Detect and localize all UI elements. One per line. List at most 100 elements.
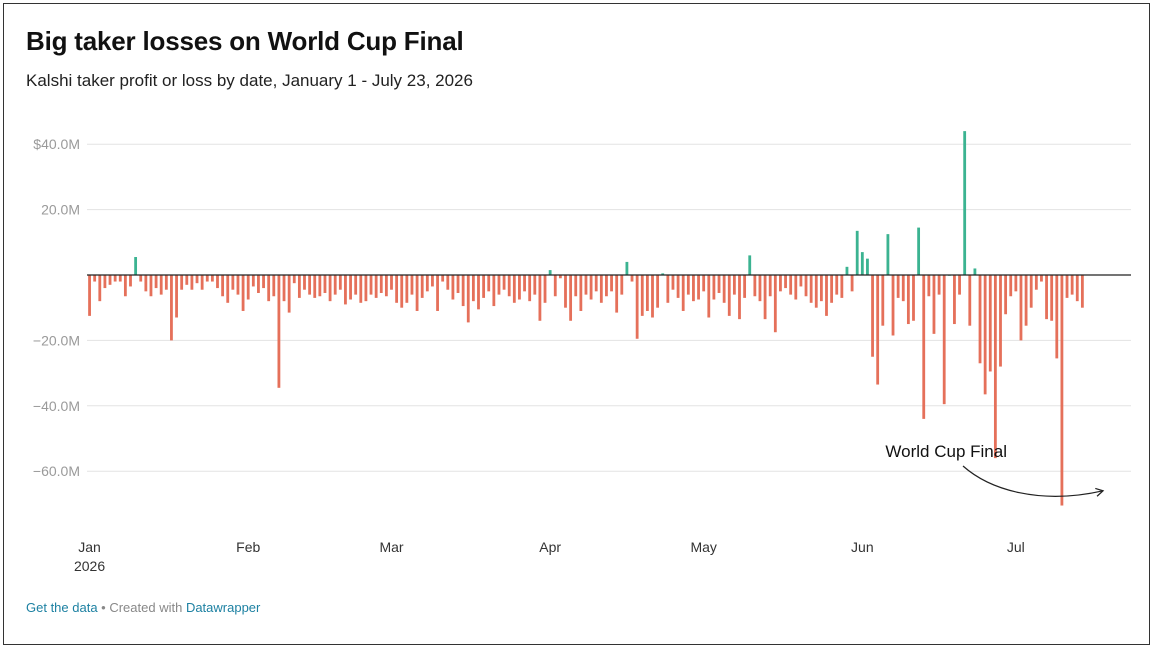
bar bbox=[702, 275, 706, 292]
bar bbox=[901, 275, 905, 302]
bar bbox=[743, 275, 747, 298]
bar bbox=[175, 275, 178, 318]
bar bbox=[553, 275, 557, 297]
bar bbox=[625, 261, 629, 275]
bar bbox=[333, 275, 337, 295]
bar bbox=[538, 275, 542, 321]
bar bbox=[999, 275, 1002, 367]
bar bbox=[758, 275, 762, 302]
bar bbox=[1009, 275, 1013, 297]
y-tick-label: −20.0M bbox=[33, 332, 80, 348]
bar bbox=[369, 275, 373, 295]
chart-title: Big taker losses on World Cup Final bbox=[26, 26, 464, 56]
bar bbox=[456, 275, 460, 293]
bar bbox=[344, 275, 347, 305]
bar bbox=[257, 275, 260, 293]
footer-separator: • bbox=[97, 600, 110, 615]
bar bbox=[876, 275, 880, 385]
bar bbox=[610, 275, 613, 292]
bar bbox=[1019, 275, 1023, 341]
bar bbox=[323, 275, 327, 293]
bar bbox=[799, 275, 803, 287]
bar bbox=[518, 275, 521, 300]
bar bbox=[236, 275, 240, 295]
x-tick-label: Jan bbox=[78, 539, 101, 555]
bar bbox=[768, 275, 772, 297]
bar bbox=[651, 275, 654, 318]
annotation-group: World Cup Final bbox=[885, 442, 1105, 497]
y-tick-label: −60.0M bbox=[33, 463, 80, 479]
bar bbox=[1004, 275, 1008, 315]
bar bbox=[231, 275, 235, 290]
bar bbox=[1070, 275, 1074, 295]
created-with-text: Created with bbox=[109, 600, 186, 615]
bar bbox=[922, 275, 926, 419]
bar bbox=[666, 275, 670, 303]
bar bbox=[886, 234, 890, 276]
bar bbox=[431, 275, 434, 287]
bar bbox=[379, 275, 383, 293]
bar bbox=[267, 275, 271, 302]
bar bbox=[671, 275, 675, 290]
bar bbox=[98, 275, 102, 302]
bar bbox=[727, 275, 731, 316]
bar bbox=[354, 275, 358, 295]
bar bbox=[1050, 275, 1054, 321]
bar bbox=[809, 275, 813, 303]
bar bbox=[1065, 275, 1069, 298]
bar bbox=[891, 275, 895, 336]
bar bbox=[1029, 275, 1033, 308]
datawrapper-link[interactable]: Datawrapper bbox=[185, 600, 261, 615]
bar bbox=[1075, 275, 1079, 302]
bar bbox=[497, 275, 501, 295]
bar bbox=[569, 275, 573, 321]
bar-chart: $40.0M 20.0M −20.0M −40.0M −60.0M Jan 2026 Feb… bbox=[33, 131, 1131, 574]
x-tick-label: Apr bbox=[539, 539, 561, 555]
bar bbox=[410, 275, 414, 295]
bar bbox=[1034, 275, 1038, 290]
x-tick-sublabel: 2026 bbox=[74, 558, 105, 574]
bar bbox=[717, 275, 721, 293]
bar bbox=[292, 275, 296, 284]
bar bbox=[477, 275, 480, 310]
bar bbox=[732, 275, 736, 295]
bar bbox=[993, 275, 997, 459]
bar bbox=[738, 275, 741, 320]
bar bbox=[384, 275, 388, 297]
bar bbox=[896, 275, 900, 298]
bar bbox=[819, 275, 823, 302]
bar bbox=[446, 275, 450, 290]
bar bbox=[686, 275, 690, 295]
bar bbox=[103, 275, 107, 289]
bar bbox=[466, 275, 470, 323]
bar bbox=[420, 275, 424, 298]
x-axis-labels: Jan 2026 Feb Mar Apr May Jun Jul bbox=[74, 539, 1025, 574]
bar bbox=[763, 275, 767, 320]
bar bbox=[108, 275, 112, 285]
bar bbox=[917, 227, 921, 275]
bar bbox=[528, 275, 532, 302]
bar bbox=[395, 275, 399, 303]
bar bbox=[543, 275, 547, 303]
bar bbox=[958, 275, 961, 295]
bar bbox=[533, 275, 537, 295]
bar bbox=[814, 275, 818, 308]
bar bbox=[118, 275, 122, 282]
bar bbox=[942, 275, 946, 405]
bar bbox=[308, 275, 312, 295]
bar bbox=[88, 275, 91, 316]
bar bbox=[482, 275, 486, 298]
get-data-link[interactable]: Get the data bbox=[26, 600, 98, 615]
bar bbox=[789, 275, 793, 295]
bar bbox=[1040, 275, 1043, 282]
x-tick-label: Feb bbox=[236, 539, 260, 555]
bar bbox=[748, 255, 752, 275]
x-tick-label: Mar bbox=[379, 539, 403, 555]
bar bbox=[359, 275, 363, 303]
bar bbox=[640, 275, 644, 316]
bar bbox=[860, 252, 864, 275]
bar bbox=[932, 275, 936, 334]
bar bbox=[262, 275, 265, 289]
bar bbox=[871, 275, 874, 357]
bar bbox=[159, 275, 163, 295]
